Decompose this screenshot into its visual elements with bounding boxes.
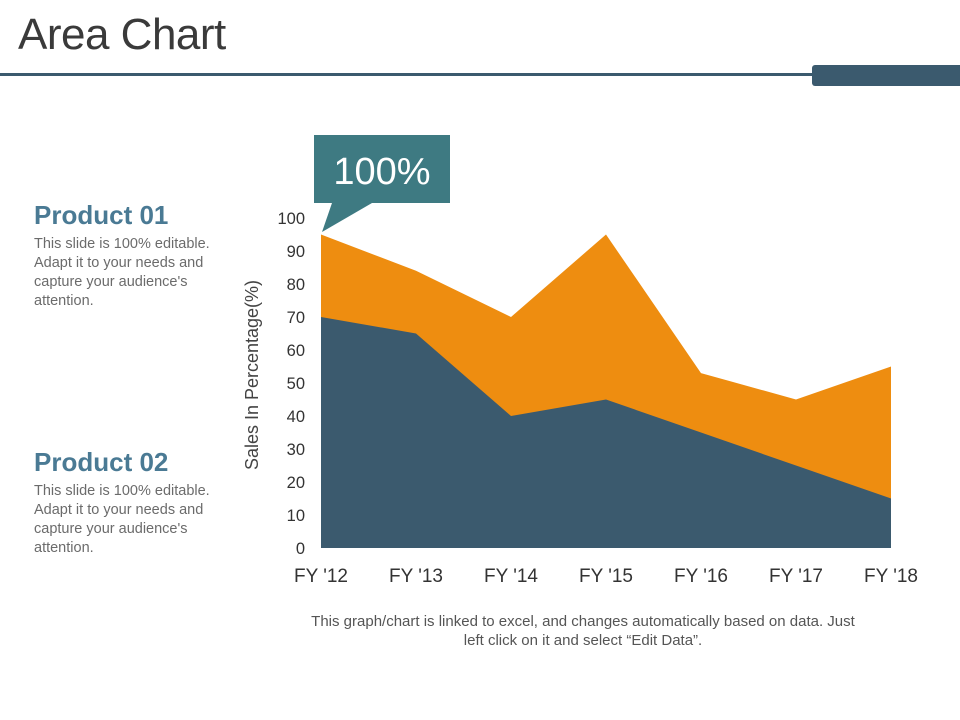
y-tick-label: 40 [287,408,305,426]
y-tick-label: 0 [296,540,305,558]
callout-box [314,135,450,203]
slide-title: Area Chart [18,10,226,59]
product-02-description: This slide is 100% editable. Adapt it to… [34,483,210,556]
chart-areas [321,234,891,548]
product-01-description: This slide is 100% editable. Adapt it to… [34,236,210,309]
x-tick-label: FY '17 [769,566,823,587]
callout-pointer [322,203,372,232]
product-02-block: Product 02 This slide is 100% editable. … [34,447,224,558]
title-underline [0,73,812,76]
area-series-2[interactable] [321,317,891,548]
x-tick-label: FY '18 [864,566,918,587]
product-01-block: Product 01 This slide is 100% editable. … [34,200,224,311]
y-tick-label: 80 [287,276,305,294]
y-axis-title: Sales In Percentage(%) [242,280,262,470]
product-01-title: Product 01 [34,200,169,230]
x-tick-label: FY '16 [674,566,728,587]
y-tick-label: 100 [277,210,305,228]
x-tick-label: FY '14 [484,566,538,587]
y-axis-ticks: 0 10 20 30 40 50 60 70 80 90 100 [277,210,305,558]
x-axis-ticks: FY '12 FY '13 FY '14 FY '15 FY '16 FY '17 FY '… [294,566,918,587]
y-tick-label: 20 [287,474,305,492]
product-02-title: Product 02 [34,447,169,477]
y-tick-label: 10 [287,507,305,525]
callout-text: 100% [333,151,430,193]
y-tick-label: 50 [287,375,305,393]
x-tick-label: FY '13 [389,566,443,587]
x-tick-label: FY '12 [294,566,348,587]
chart-footnote: This graph/chart is linked to excel, and… [311,613,855,649]
y-tick-label: 90 [287,243,305,261]
y-tick-label: 70 [287,309,305,327]
y-tick-label: 60 [287,342,305,360]
title-accent-tab [812,65,960,86]
callout-bubble: 100% [314,135,450,232]
x-tick-label: FY '15 [579,566,633,587]
y-tick-label: 30 [287,441,305,459]
